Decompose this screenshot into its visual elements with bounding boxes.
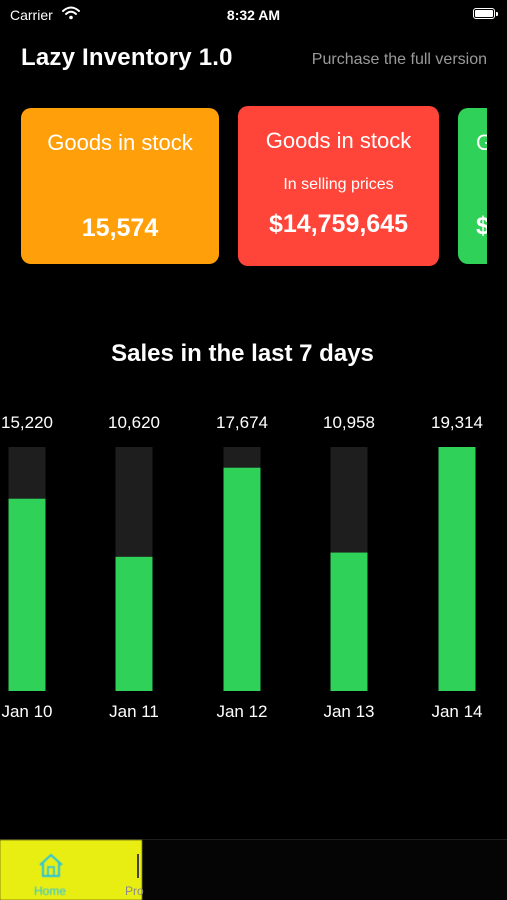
x-axis-label: Jan 14 (431, 702, 482, 721)
app-title: Lazy Inventory 1.0 (21, 44, 233, 71)
stock-count-card[interactable]: Goods in stock 15,574 (21, 108, 219, 264)
bar-value-label: 17,674 (216, 413, 268, 432)
partial-summary-card[interactable]: G $ (458, 108, 487, 264)
carrier-label: Carrier (10, 7, 53, 23)
wifi-icon (62, 6, 80, 20)
bar-jan-12 (223, 467, 261, 691)
status-bar: Carrier 8:32 AM (0, 0, 507, 28)
card-title: Goods in stock (265, 128, 412, 153)
purchase-full-version-link[interactable]: Purchase the full version (311, 51, 487, 68)
bar-jan-10 (8, 498, 46, 691)
bar-jan-11 (115, 556, 153, 691)
x-axis-label: Jan 12 (216, 702, 267, 721)
tab-label: Pro (125, 884, 144, 898)
bar-jan-14 (438, 447, 476, 691)
card-value: $14,759,645 (268, 210, 409, 238)
products-icon (137, 854, 151, 878)
bar-value-label: 19,314 (431, 413, 483, 432)
home-icon (39, 854, 63, 877)
clock: 8:32 AM (226, 7, 281, 23)
summary-cards-carousel[interactable]: Goods in stock 15,574 Goods in stock In … (0, 0, 507, 280)
sales-bar-chart: 15,220 Jan 10 10,620 Jan 11 17,674 Jan 12 10,9… (1, 413, 483, 721)
bar-value-label: 10,958 (323, 413, 375, 432)
battery-icon (473, 8, 498, 19)
tab-bar: Home Pro (0, 839, 507, 900)
x-axis-label: Jan 13 (323, 702, 374, 721)
card-title: G (476, 130, 487, 155)
sales-section-title: Sales in the last 7 days (111, 340, 374, 367)
bar-value-label: 10,620 (108, 413, 160, 432)
card-subtitle: In selling prices (283, 176, 394, 193)
card-value: $ (476, 212, 487, 240)
tab-home[interactable]: Home (0, 840, 142, 900)
x-axis-label: Jan 11 (109, 702, 159, 721)
card-title: Goods in stock (47, 130, 193, 155)
tab-label: Home (34, 884, 67, 898)
card-value: 15,574 (81, 214, 159, 242)
bar-jan-13 (330, 552, 368, 691)
stock-value-card[interactable]: Goods in stock In selling prices $14,759… (238, 106, 439, 266)
bar-value-label: 15,220 (1, 413, 53, 432)
x-axis-label: Jan 10 (1, 702, 52, 721)
